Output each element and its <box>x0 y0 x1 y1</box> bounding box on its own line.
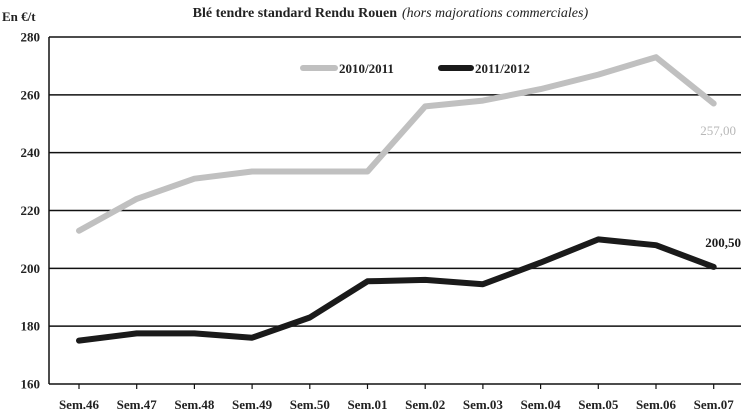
end-value-labels: 257,00 200,50 <box>700 123 741 250</box>
end-value-label: 200,50 <box>705 235 741 250</box>
data-point <box>250 169 255 174</box>
data-point <box>307 315 312 320</box>
x-tick-label: Sem.05 <box>578 397 619 412</box>
y-tick-label: 220 <box>21 203 41 218</box>
x-tick-label: Sem.03 <box>463 397 504 412</box>
data-point <box>711 264 716 269</box>
y-tick-label: 240 <box>21 145 41 160</box>
y-tick-label: 260 <box>21 87 41 102</box>
data-point <box>134 331 139 336</box>
data-point <box>654 243 658 248</box>
data-point <box>423 277 428 282</box>
series-line-1 <box>76 54 717 234</box>
x-tick-label: Sem.47 <box>117 397 158 412</box>
data-point <box>538 87 543 92</box>
x-tick-label: Sem.01 <box>347 397 387 412</box>
data-point <box>250 335 255 340</box>
x-tick-label: Sem.46 <box>59 397 100 412</box>
chart-title: Blé tendre standard Rendu Rouen <box>193 6 398 21</box>
data-point <box>192 331 197 336</box>
data-point <box>192 176 197 181</box>
legend: 2010/2011 2011/2012 <box>300 61 530 76</box>
data-point <box>711 101 716 106</box>
data-point <box>538 260 543 265</box>
legend-label: 2011/2012 <box>475 61 530 76</box>
chart-subtitle: (hors majorations commerciales) <box>402 6 588 21</box>
data-point <box>307 169 312 174</box>
x-tick-label: Sem.04 <box>521 397 562 412</box>
data-point <box>596 237 601 242</box>
x-tick-label: Sem.02 <box>405 397 445 412</box>
grid-lines <box>49 36 741 385</box>
series-lines <box>76 54 717 344</box>
end-value-label: 257,00 <box>700 123 736 138</box>
data-point <box>365 169 370 174</box>
y-tick-label: 200 <box>21 261 41 276</box>
x-tick-label: Sem.06 <box>636 397 677 412</box>
x-tick-label: Sem.49 <box>232 397 273 412</box>
axes <box>48 37 715 389</box>
data-point <box>480 282 485 287</box>
data-point <box>77 228 81 233</box>
x-tick-label: Sem.50 <box>290 397 330 412</box>
data-point <box>480 98 485 103</box>
legend-label: 2010/2011 <box>339 61 394 76</box>
x-tick-label: Sem.48 <box>174 397 215 412</box>
tick-labels: 160 180 200 220 240 260 280 Sem.46 Sem.47 Sem.48 S… <box>21 30 735 413</box>
y-tick-label: 160 <box>21 377 41 392</box>
x-tick-label: Sem.07 <box>694 397 735 412</box>
data-point <box>134 196 139 201</box>
y-tick-label: 180 <box>21 319 41 334</box>
data-point <box>596 72 601 77</box>
y-axis-unit-label: En €/t <box>2 9 36 24</box>
data-point <box>77 338 81 343</box>
data-point <box>654 55 658 60</box>
y-tick-label: 280 <box>21 30 41 45</box>
data-point <box>423 104 428 109</box>
series-line-2 <box>76 236 717 344</box>
data-point <box>365 279 370 284</box>
